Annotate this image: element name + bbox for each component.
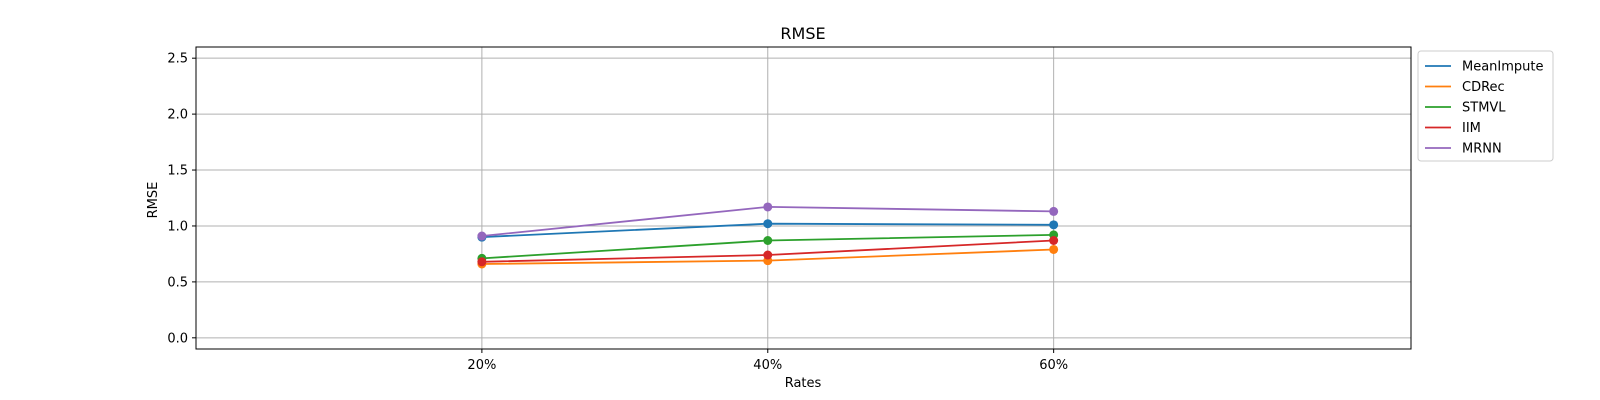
- y-tick-label: 2.0: [167, 108, 188, 123]
- plot-area-frame: [195, 46, 1412, 350]
- data-point-meanimpute: [1049, 220, 1059, 230]
- y-tick-label: 2.5: [167, 52, 188, 67]
- y-axis-ticks: 0.0 0.5 1.0 1.5 2.0 2.5: [167, 52, 196, 346]
- y-axis-title: RMSE: [146, 182, 161, 219]
- data-point-stmvl: [763, 236, 773, 246]
- y-tick-label: 1.0: [167, 219, 188, 234]
- legend-label-meanimpute: MeanImpute: [1462, 60, 1544, 75]
- data-point-iim: [1049, 236, 1059, 246]
- chart-title: RMSE: [780, 24, 825, 43]
- legend-label-mrnn: MRNN: [1462, 142, 1502, 157]
- x-tick-label: 60%: [1039, 358, 1068, 373]
- y-tick-label: 1.5: [167, 164, 188, 179]
- data-point-iim: [477, 257, 487, 267]
- legend-label-cdrec: CDRec: [1462, 80, 1505, 95]
- x-tick-label: 40%: [753, 358, 782, 373]
- data-point-mrnn: [477, 231, 487, 241]
- legend-label-stmvl: STMVL: [1462, 101, 1506, 116]
- y-tick-label: 0.5: [167, 275, 188, 290]
- data-point-mrnn: [763, 202, 773, 212]
- y-tick-label: 0.0: [167, 331, 188, 346]
- data-point-meanimpute: [763, 219, 773, 229]
- data-point-mrnn: [1049, 206, 1059, 216]
- x-tick-label: 20%: [467, 358, 496, 373]
- legend: MeanImpute CDRec STMVL IIM MRNN: [1417, 50, 1554, 162]
- x-axis-ticks: 20% 40% 60%: [467, 349, 1068, 373]
- data-point-iim: [763, 250, 773, 260]
- grid-lines: [196, 47, 1411, 349]
- data-point-cdrec: [1049, 244, 1059, 254]
- plot-series: [477, 202, 1059, 269]
- x-axis-title: Rates: [785, 376, 822, 391]
- legend-box: [1417, 50, 1554, 162]
- legend-label-iim: IIM: [1462, 121, 1481, 136]
